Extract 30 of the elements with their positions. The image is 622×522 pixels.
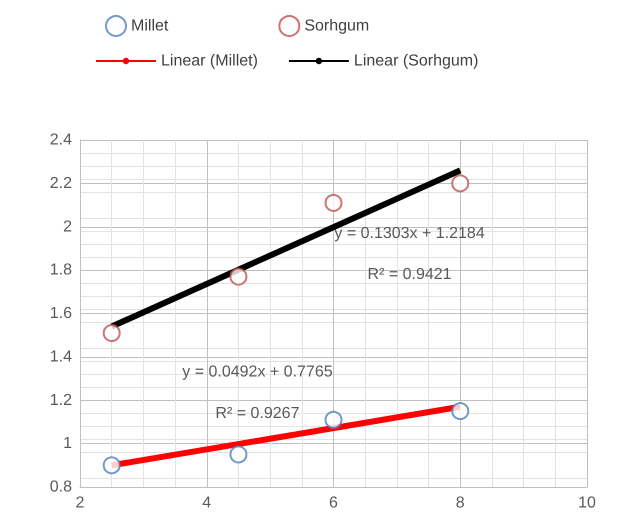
point <box>324 410 342 429</box>
annotation: R² = 0.9267 <box>215 404 300 422</box>
x-tick-label: 6 <box>329 494 338 512</box>
y-tick-label: 2 <box>63 218 72 236</box>
y-tick-label: 2.2 <box>50 174 72 192</box>
annotation: R² = 0.9421 <box>368 266 452 283</box>
y-tick-label: 0.8 <box>50 478 72 496</box>
legend-label: Linear (Millet) <box>161 52 258 70</box>
x-tick-label: 10 <box>578 494 596 512</box>
point <box>451 402 470 420</box>
legend-label: Millet <box>131 18 169 34</box>
point <box>451 174 470 192</box>
y-tick-label: 1.8 <box>50 262 72 279</box>
x-tick-label: 4 <box>202 494 212 512</box>
y-tick-label: 1 <box>63 435 72 452</box>
y-tick-label: 2.4 <box>50 132 72 148</box>
legend-label: Sorhgum <box>304 18 370 34</box>
point <box>102 456 121 474</box>
point <box>229 268 248 286</box>
x-tick-label: 8 <box>456 494 465 512</box>
point <box>324 194 342 212</box>
annotation: y = 0.1303x + 1.2184 <box>334 224 485 242</box>
x-tick-label: 2 <box>76 494 85 512</box>
point <box>102 324 121 342</box>
legend-label: Linear (Sorhgum) <box>354 52 478 70</box>
point <box>229 445 248 464</box>
y-tick-label: 1.2 <box>50 392 72 409</box>
y-tick-label: 1.4 <box>50 348 72 366</box>
y-tick-label: 1.6 <box>50 305 72 322</box>
annotation: y = 0.0492x + 0.7765 <box>182 364 333 381</box>
